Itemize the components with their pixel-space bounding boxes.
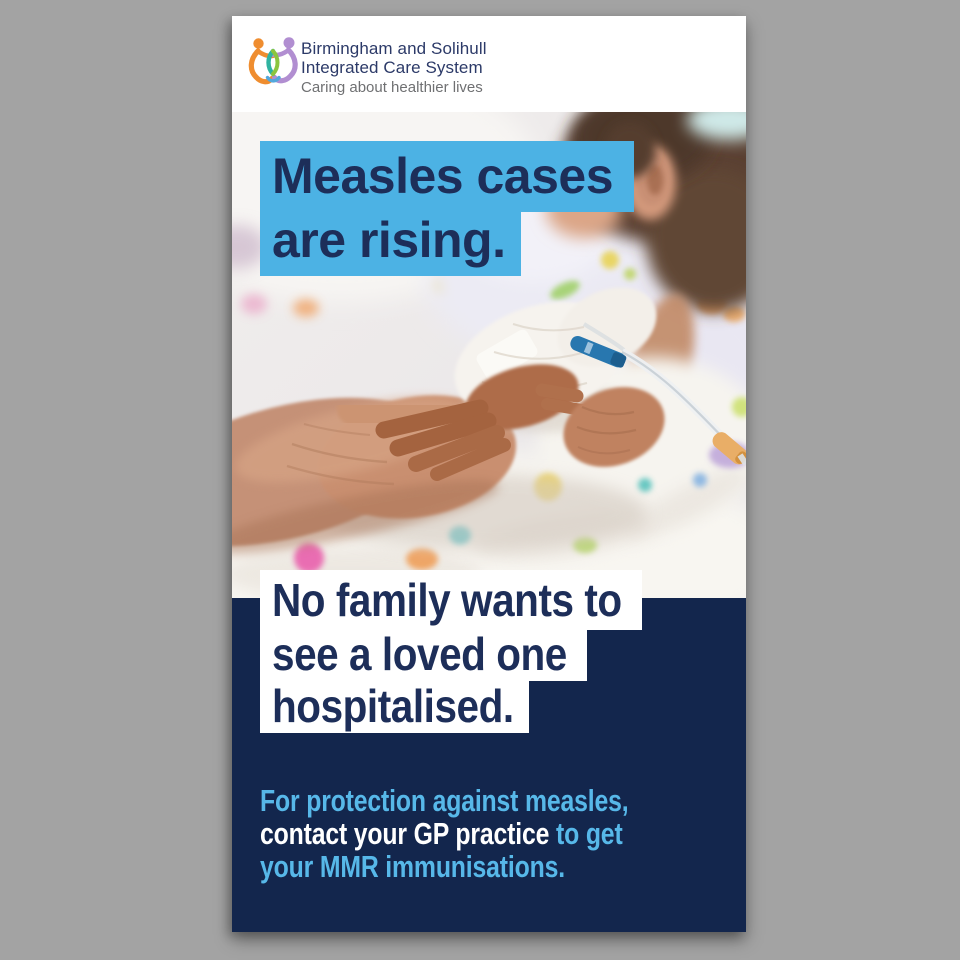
org-name-line1: Birmingham and Solihull (301, 39, 487, 58)
message-line3: hospitalised. (260, 681, 529, 733)
cta-line2: contact your GP practice to get (260, 817, 721, 850)
poster-header: Birmingham and Solihull Integrated Care … (232, 16, 746, 112)
headline-block: Measles cases are rising. (260, 141, 634, 276)
headline-line1: Measles cases (260, 141, 634, 212)
org-tagline: Caring about healthier lives (301, 79, 483, 96)
org-name-line2: Integrated Care System (301, 57, 483, 77)
headline-line2: are rising. (260, 212, 521, 276)
cta-line2-rest: to get (549, 816, 623, 851)
message-block: No family wants to see a loved one hospi… (260, 570, 642, 733)
cta-block: For protection against measles, contact … (260, 784, 721, 883)
message-line2: see a loved one (260, 630, 587, 681)
message-line1: No family wants to (260, 570, 642, 630)
cta-line2-strong: contact your GP practice (260, 816, 550, 851)
ics-logo (248, 37, 298, 85)
measles-poster: Birmingham and Solihull Integrated Care … (232, 16, 746, 932)
org-name-block: Birmingham and Solihull Integrated Care … (301, 39, 487, 96)
cta-line3: your MMR immunisations. (260, 849, 565, 884)
cta-line1: For protection against measles, (260, 783, 629, 818)
